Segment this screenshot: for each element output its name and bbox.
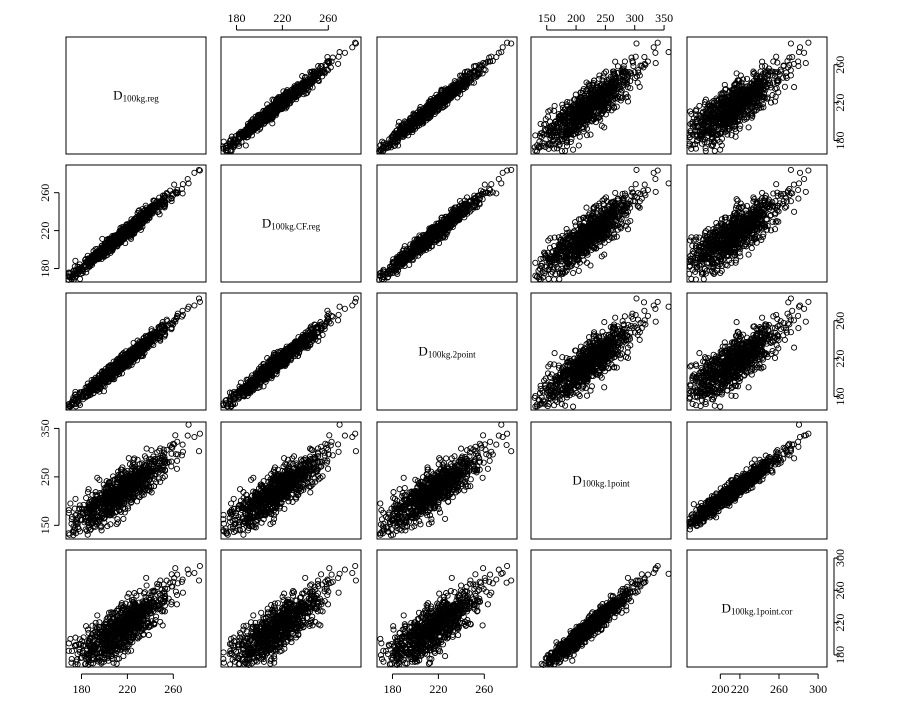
- data-point: [792, 85, 797, 90]
- data-point: [615, 64, 620, 69]
- data-point: [563, 148, 568, 153]
- data-point: [270, 121, 275, 126]
- data-point: [653, 61, 658, 66]
- data-point: [642, 54, 647, 59]
- scatter-panel-r1-c5: [687, 37, 827, 154]
- data-point: [494, 54, 499, 59]
- data-point: [336, 61, 341, 66]
- data-point: [782, 84, 787, 89]
- data-point: [342, 50, 347, 55]
- data-point: [655, 40, 660, 45]
- data-point: [538, 121, 543, 126]
- scatter-panel-r1-c2: [221, 37, 361, 154]
- data-point: [576, 143, 581, 148]
- scatter-panel-r1-c4: [531, 37, 671, 154]
- scatter-panel-r1-c3: [377, 37, 517, 154]
- data-point: [806, 40, 811, 45]
- data-point: [571, 147, 576, 152]
- diagonal-panel-1: D100kg.reg: [66, 37, 206, 154]
- scatter-points: [687, 40, 811, 153]
- data-point: [666, 50, 671, 55]
- data-point: [552, 103, 557, 108]
- data-point: [712, 148, 717, 153]
- data-point: [653, 50, 658, 55]
- data-point: [651, 45, 656, 50]
- data-point: [797, 45, 802, 50]
- scatter-points: [532, 40, 671, 154]
- data-point: [634, 41, 639, 46]
- scatter-points: [221, 40, 359, 154]
- data-point: [588, 132, 593, 137]
- scatter-points: [377, 40, 514, 154]
- data-point: [243, 143, 248, 148]
- variable-label-1: D100kg.reg: [113, 88, 159, 104]
- data-point: [744, 76, 749, 81]
- data-point: [746, 125, 751, 130]
- data-point: [631, 64, 636, 69]
